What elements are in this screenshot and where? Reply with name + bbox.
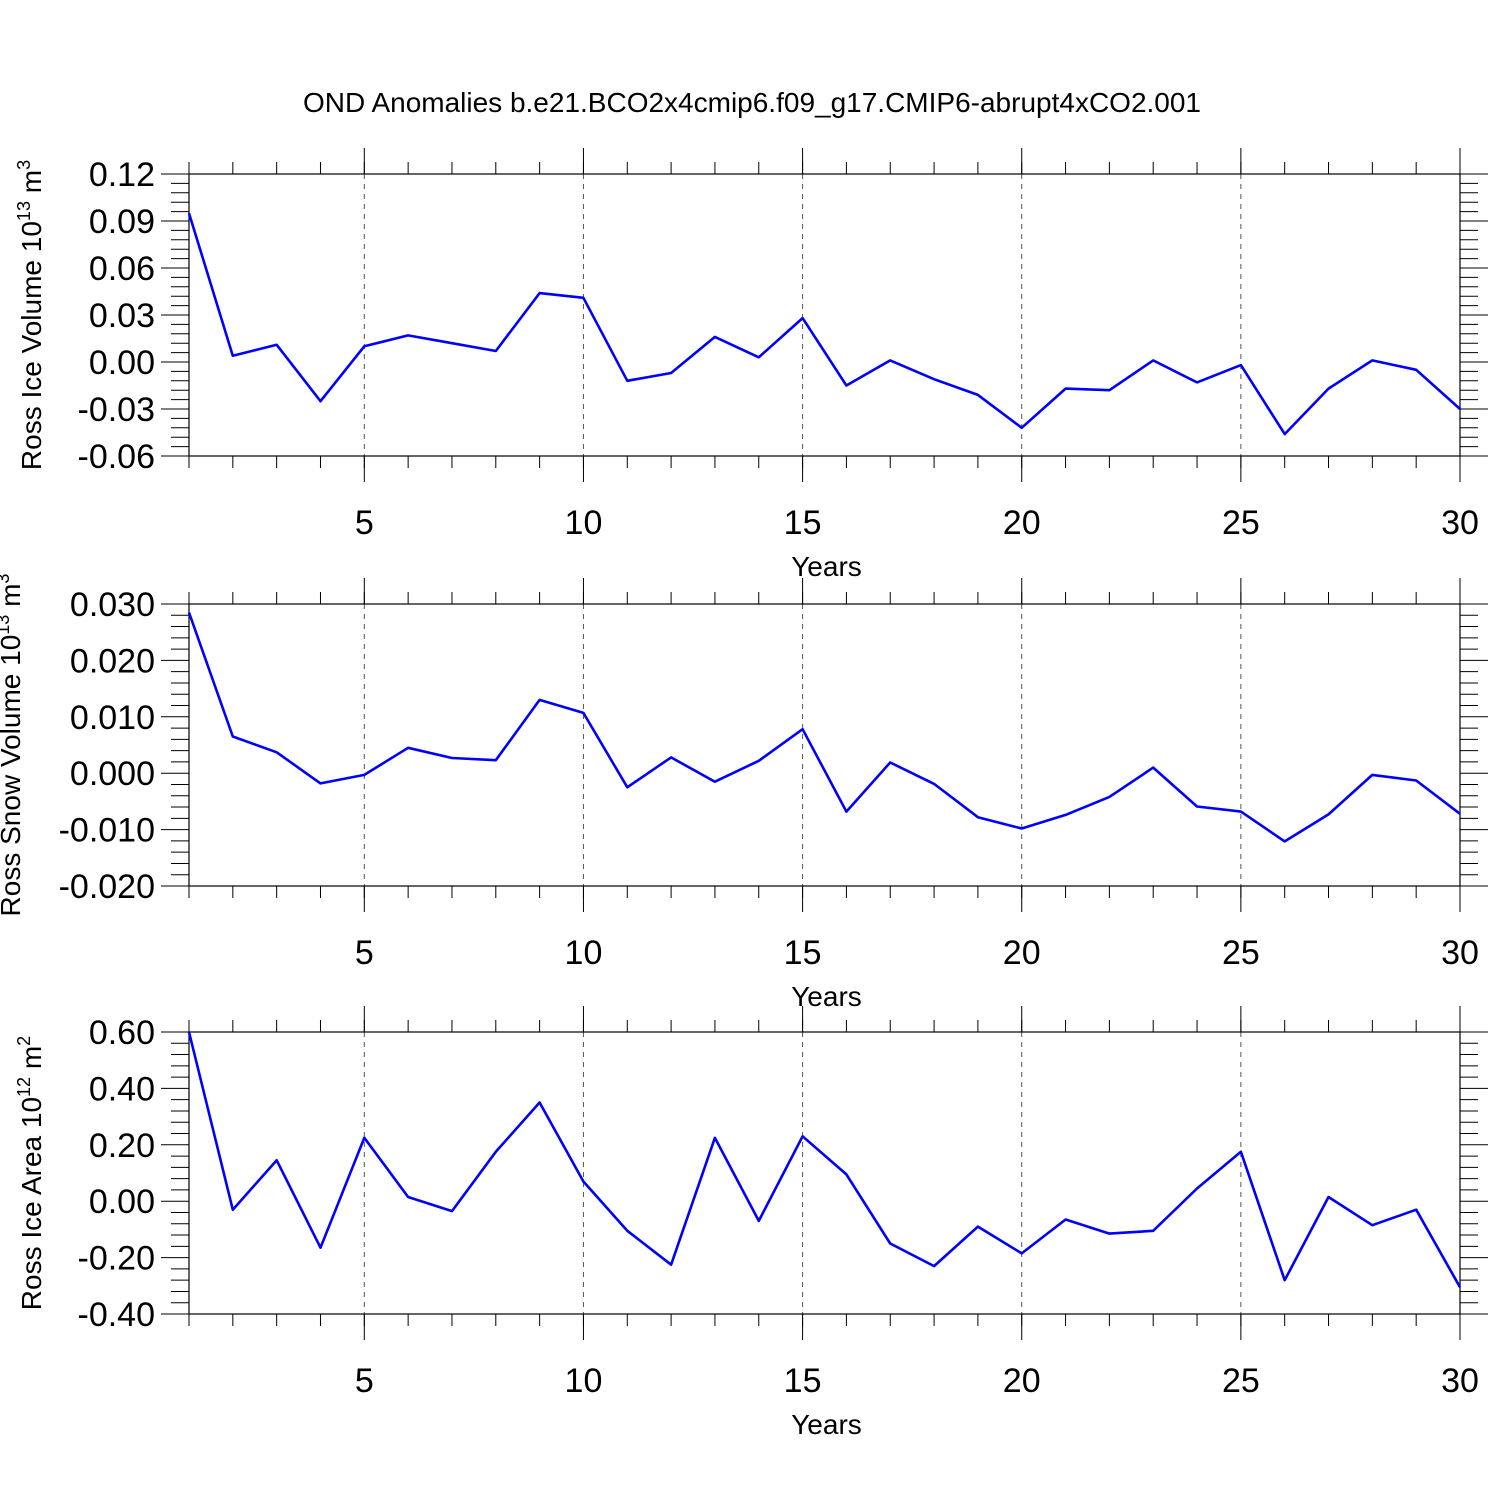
chart-title: OND Anomalies b.e21.BCO2x4cmip6.f09_g17.… (303, 87, 1201, 118)
x-tick-label: 20 (1003, 504, 1041, 542)
x-tick-label: 5 (355, 504, 374, 542)
x-tick-label: 20 (1003, 934, 1041, 972)
y-tick-label: 0.00 (89, 344, 155, 382)
x-tick-label: 30 (1441, 934, 1479, 972)
series-line-ross-snow-volume (187, 612, 1461, 843)
y-tick-label: 0.12 (89, 156, 155, 194)
x-tick-label: 25 (1222, 1362, 1260, 1400)
x-tick-label: 10 (565, 504, 603, 542)
x-tick-label: 15 (784, 1362, 822, 1400)
y-axis-title: Ross Ice Area 1012 m2 (14, 1036, 47, 1310)
y-tick-label: 0.60 (89, 1014, 155, 1052)
x-tick-label: 30 (1441, 1362, 1479, 1400)
x-tick-label: 20 (1003, 1362, 1041, 1400)
y-tick-label: -0.010 (59, 812, 155, 850)
x-tick-label: 15 (784, 934, 822, 972)
plot-frame (188, 173, 1461, 457)
y-tick-label: -0.20 (78, 1240, 156, 1278)
x-tick-label: 25 (1222, 504, 1260, 542)
x-tick-label: 5 (355, 1362, 374, 1400)
y-tick-label: 0.000 (70, 755, 155, 793)
series-line-ross-ice-volume (187, 212, 1461, 436)
x-tick-label: 30 (1441, 504, 1479, 542)
plot-frame (188, 1031, 1461, 1315)
y-tick-label: 0.09 (89, 203, 155, 241)
x-tick-label: 10 (565, 934, 603, 972)
y-tick-label: -0.03 (78, 391, 156, 429)
x-tick-label: 5 (355, 934, 374, 972)
series-line-ross-ice-area (187, 1031, 1462, 1288)
x-tick-label: 15 (784, 504, 822, 542)
y-axis-title: Ross Ice Volume 1013 m3 (14, 160, 47, 470)
y-tick-label: -0.020 (59, 868, 155, 906)
y-tick-label: 0.010 (70, 699, 155, 737)
y-tick-label: -0.06 (78, 438, 156, 476)
y-tick-label: 0.03 (89, 297, 155, 335)
x-axis-title: Years (791, 981, 862, 1012)
x-tick-label: 25 (1222, 934, 1260, 972)
x-tick-label: 10 (565, 1362, 603, 1400)
x-axis-title: Years (791, 1409, 862, 1440)
y-tick-label: 0.020 (70, 642, 155, 680)
panel-ross-snow-volume: 5 10 15 20 25 30 -0.020 -0.010 0.000 0.010 0.020 0.… (0, 574, 1488, 1012)
plot-frame (188, 603, 1461, 887)
panel-ross-ice-volume: 5 10 15 20 25 30 -0.06 -0.03 0.00 0.03 0.06 0.09 0.1… (14, 148, 1488, 582)
y-tick-label: 0.06 (89, 250, 155, 288)
y-tick-label: 0.40 (89, 1070, 155, 1108)
x-axis-title: Years (791, 551, 862, 582)
y-tick-label: 0.030 (70, 586, 155, 624)
y-tick-label: 0.20 (89, 1127, 155, 1165)
y-tick-label: 0.00 (89, 1183, 155, 1221)
y-tick-label: -0.40 (78, 1296, 156, 1334)
y-axis-title: Ross Snow Volume 1013 m3 (0, 574, 26, 917)
panel-ross-ice-area: 5 10 15 20 25 30 -0.40 -0.20 0.00 0.20 0.40 0.60 Yea… (14, 1006, 1488, 1440)
